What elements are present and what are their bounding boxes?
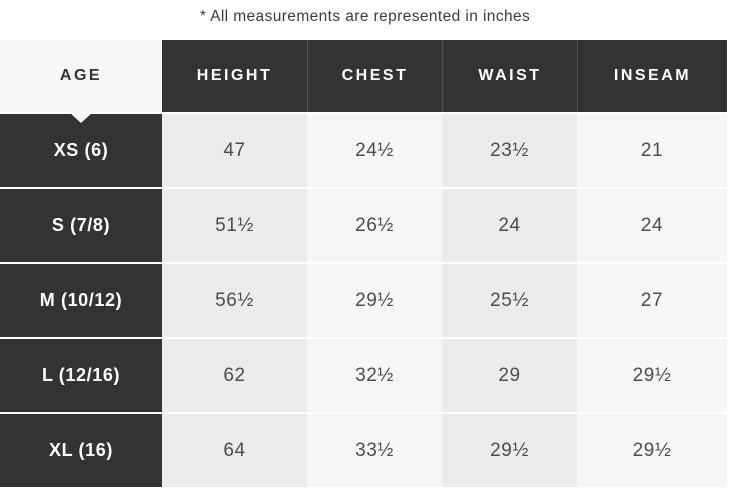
cell-l-waist: 29: [442, 339, 577, 412]
cell-xl-waist: 29½: [442, 414, 577, 487]
cell-xs-waist: 23½: [442, 114, 577, 187]
column-header-waist: WAIST: [442, 40, 577, 112]
table-row-l: L (12/16) 62 32½ 29 29½: [0, 339, 727, 412]
table-row-m: M (10/12) 56½ 29½ 25½ 27: [0, 264, 727, 337]
table-row-xs: XS (6) 47 24½ 23½ 21: [0, 114, 727, 187]
cell-s-waist: 24: [442, 189, 577, 262]
cell-s-chest: 26½: [307, 189, 442, 262]
cell-xl-inseam: 29½: [577, 414, 727, 487]
cell-l-chest: 32½: [307, 339, 442, 412]
column-header-chest: CHEST: [307, 40, 442, 112]
cell-s-inseam: 24: [577, 189, 727, 262]
table-row-s: S (7/8) 51½ 26½ 24 24: [0, 189, 727, 262]
cell-l-inseam: 29½: [577, 339, 727, 412]
cell-m-inseam: 27: [577, 264, 727, 337]
row-label-l: L (12/16): [0, 339, 162, 412]
cell-s-height: 51½: [162, 189, 307, 262]
size-chart-table: AGE HEIGHT CHEST WAIST INSEAM XS (6) 47 …: [0, 40, 727, 489]
cell-m-height: 56½: [162, 264, 307, 337]
row-label-m: M (10/12): [0, 264, 162, 337]
table-row-xl: XL (16) 64 33½ 29½ 29½: [0, 414, 727, 487]
cell-xs-inseam: 21: [577, 114, 727, 187]
column-header-height: HEIGHT: [162, 40, 307, 112]
measurements-note: * All measurements are represented in in…: [199, 8, 531, 25]
row-label-xs: XS (6): [0, 114, 162, 187]
cell-l-height: 62: [162, 339, 307, 412]
column-header-inseam: INSEAM: [577, 40, 727, 112]
cell-xs-height: 47: [162, 114, 307, 187]
cell-xl-height: 64: [162, 414, 307, 487]
cell-m-chest: 29½: [307, 264, 442, 337]
row-label-s: S (7/8): [0, 189, 162, 262]
cell-m-waist: 25½: [442, 264, 577, 337]
table-header-row: AGE HEIGHT CHEST WAIST INSEAM: [0, 40, 727, 112]
cell-xs-chest: 24½: [307, 114, 442, 187]
column-header-age: AGE: [0, 40, 162, 112]
cell-xl-chest: 33½: [307, 414, 442, 487]
row-label-xl: XL (16): [0, 414, 162, 487]
